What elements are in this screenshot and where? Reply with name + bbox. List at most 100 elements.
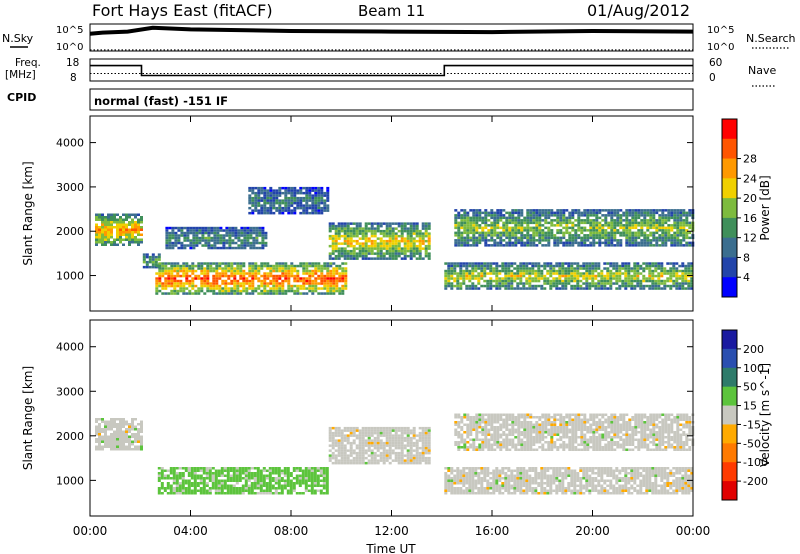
cell — [293, 196, 297, 200]
cell — [188, 284, 192, 288]
cell — [519, 469, 523, 472]
cell — [457, 214, 461, 217]
cell — [322, 484, 326, 487]
cell — [553, 236, 557, 240]
cell — [459, 267, 463, 270]
cell — [269, 186, 273, 190]
cell — [468, 487, 472, 490]
cell — [403, 439, 407, 442]
cell — [529, 216, 533, 220]
cell — [501, 267, 505, 270]
cell — [492, 469, 496, 472]
cell — [161, 287, 165, 290]
cell — [592, 241, 596, 245]
cell — [541, 244, 545, 247]
cell — [468, 469, 472, 472]
cell — [334, 426, 338, 430]
cell — [516, 267, 520, 270]
cell — [301, 492, 305, 495]
cell — [627, 284, 631, 288]
cell — [281, 269, 285, 273]
cell — [119, 221, 122, 224]
cell — [240, 239, 244, 242]
cell — [565, 216, 569, 220]
cell — [346, 436, 350, 440]
cell — [613, 236, 617, 240]
cell — [516, 272, 520, 275]
cell — [537, 272, 541, 275]
cell — [134, 231, 137, 234]
colorbar-swatch — [722, 257, 737, 278]
cell — [501, 262, 505, 265]
cell — [199, 474, 203, 477]
cell — [651, 269, 655, 273]
cell — [400, 252, 404, 255]
cell — [262, 492, 266, 495]
cell — [634, 219, 638, 222]
cell — [603, 267, 607, 270]
cell — [122, 418, 125, 421]
cell — [263, 279, 267, 283]
cell — [175, 479, 179, 482]
cell — [580, 241, 584, 245]
cell — [202, 489, 206, 492]
cell — [185, 269, 189, 273]
cell — [379, 434, 383, 437]
cell — [317, 204, 321, 207]
cell — [213, 234, 217, 237]
cell — [495, 284, 499, 288]
cell — [113, 430, 116, 433]
cell — [332, 284, 336, 288]
cell — [259, 482, 263, 485]
cell — [173, 284, 177, 288]
cell — [260, 209, 264, 212]
cell — [537, 264, 541, 268]
cell — [370, 439, 374, 442]
cell — [636, 279, 640, 283]
cell — [549, 267, 553, 270]
cell — [610, 236, 614, 240]
cell — [598, 236, 602, 240]
cell — [278, 186, 282, 190]
cell — [583, 241, 587, 245]
cell — [559, 219, 563, 222]
cell — [556, 211, 560, 215]
cell — [311, 289, 315, 293]
cell — [281, 199, 285, 202]
cell — [580, 244, 584, 247]
cell — [495, 287, 499, 290]
cell — [107, 226, 110, 229]
cell — [195, 241, 199, 245]
cell — [262, 467, 266, 470]
cell — [191, 272, 195, 275]
cell — [171, 229, 175, 232]
y-tick-label: 4000 — [56, 137, 84, 150]
cell — [222, 244, 226, 247]
cell — [340, 224, 344, 228]
cell — [346, 456, 350, 460]
cell — [244, 469, 248, 472]
cell — [140, 443, 143, 446]
cell — [577, 219, 581, 222]
cell — [196, 489, 200, 492]
cell — [241, 487, 245, 490]
cell — [122, 440, 125, 443]
cell — [463, 221, 467, 225]
cell — [122, 433, 125, 436]
cell — [552, 272, 556, 275]
cell — [233, 274, 237, 278]
cell — [310, 477, 314, 480]
cell — [253, 482, 257, 485]
cell — [403, 242, 407, 245]
colorbar-swatch — [722, 138, 737, 160]
cell — [523, 234, 527, 237]
cell — [95, 433, 98, 436]
cell — [532, 226, 536, 230]
cell — [166, 477, 170, 480]
cell — [664, 214, 668, 217]
cell — [568, 234, 572, 237]
cell — [418, 426, 422, 430]
cell — [195, 234, 199, 237]
cell — [184, 479, 188, 482]
cell — [576, 262, 580, 265]
